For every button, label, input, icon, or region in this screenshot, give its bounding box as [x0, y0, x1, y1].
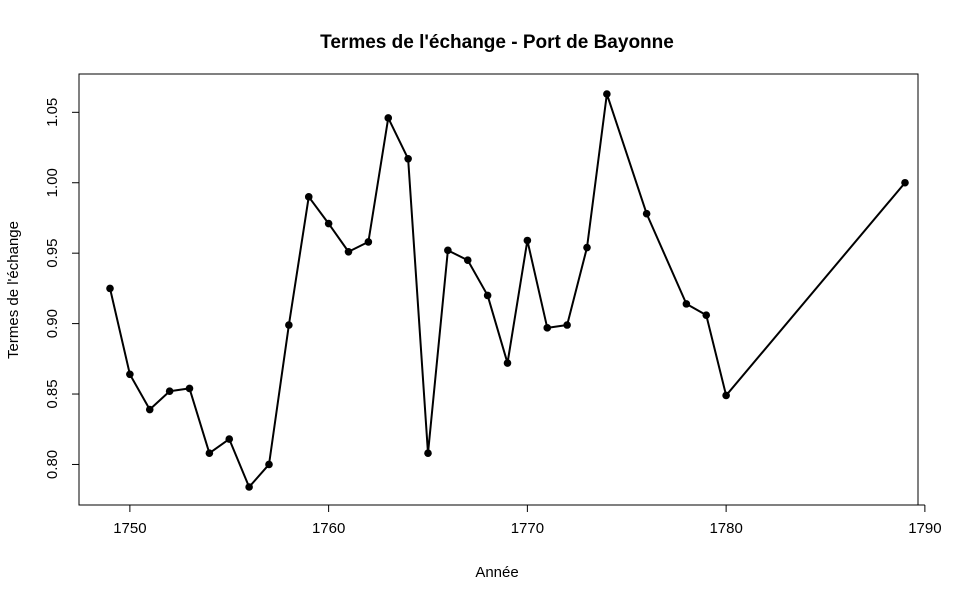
data-point	[126, 370, 134, 379]
data-point	[265, 460, 273, 469]
data-point	[404, 154, 412, 163]
y-tick-label: 0.80	[44, 450, 61, 479]
data-point	[642, 209, 651, 218]
y-axis: 0.80 0.85 0.90 0.95 1.00 1.05	[44, 98, 80, 479]
data-point	[145, 405, 154, 414]
y-tick-label: 1.00	[44, 168, 61, 197]
data-point	[583, 243, 591, 252]
data-point	[344, 247, 353, 256]
data-point	[324, 219, 333, 228]
data-point	[682, 300, 691, 308]
x-tick-label: 1790	[908, 520, 941, 537]
data-point	[503, 359, 512, 367]
data-point	[225, 435, 234, 443]
data-point	[205, 449, 214, 457]
data-point	[702, 311, 711, 319]
data-point	[106, 284, 114, 293]
chart-title: Termes de l'échange - Port de Bayonne	[320, 32, 674, 53]
data-point	[563, 321, 571, 329]
data-point	[304, 193, 313, 201]
series-line	[109, 93, 906, 488]
data-point	[603, 90, 611, 98]
y-tick-label: 0.90	[44, 309, 61, 338]
series-group	[106, 90, 909, 491]
data-point	[245, 483, 253, 491]
data-point	[384, 114, 393, 122]
data-point	[364, 238, 373, 246]
y-axis-label: Termes de l'échange	[5, 221, 22, 359]
data-point	[165, 387, 174, 396]
x-tick-label: 1780	[709, 520, 742, 537]
data-point	[722, 391, 730, 400]
data-point	[523, 236, 532, 245]
data-point	[424, 449, 432, 457]
data-point	[285, 321, 293, 329]
data-point	[483, 291, 492, 300]
data-point	[444, 246, 452, 255]
y-tick-label: 0.85	[44, 379, 61, 408]
data-point	[463, 256, 472, 265]
x-tick-label: 1750	[113, 520, 146, 537]
x-tick-label: 1770	[511, 520, 544, 537]
data-point	[185, 384, 194, 393]
x-axis-label: Année	[475, 564, 518, 581]
y-tick-label: 0.95	[44, 239, 61, 268]
data-point	[543, 324, 552, 332]
y-tick-label: 1.05	[44, 98, 61, 127]
x-axis: 1750 1760 1770 1780 1790	[113, 504, 942, 537]
x-tick-label: 1760	[312, 520, 345, 537]
data-point	[901, 178, 909, 187]
